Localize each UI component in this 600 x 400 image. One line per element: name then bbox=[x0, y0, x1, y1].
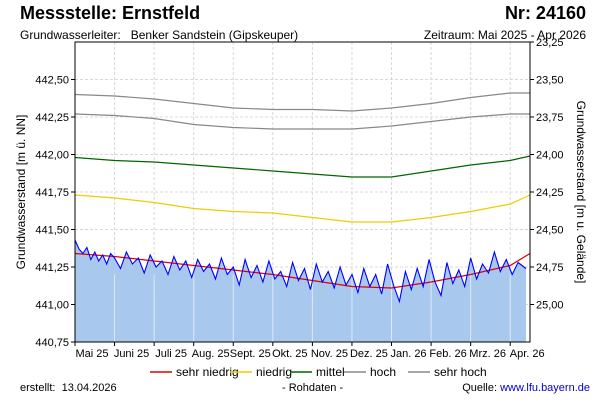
y-right-tick-label: 24,50 bbox=[536, 225, 564, 237]
series-line-niedrig bbox=[74, 194, 531, 223]
created-date: 13.04.2026 bbox=[61, 382, 117, 394]
aquifer-value: Benker Sandstein (Gipskeuper) bbox=[130, 28, 299, 42]
created-label: erstellt: bbox=[20, 382, 56, 394]
x-tick-label: Sept. 25 bbox=[230, 348, 271, 360]
page-title: Messstelle: Ernstfeld bbox=[20, 3, 201, 23]
legend-label: sehr hoch bbox=[434, 365, 487, 379]
x-tick-label: Aug. 25 bbox=[192, 348, 230, 360]
series-line-sehr-hoch bbox=[74, 92, 530, 112]
x-tick-label: Mai 25 bbox=[75, 348, 108, 360]
x-tick-label: Apr. 26 bbox=[510, 348, 545, 360]
period-label: Zeitraum: Mai 2025 - Apr 2026 bbox=[423, 28, 586, 42]
legend-label: mittel bbox=[316, 365, 345, 379]
x-tick-label: Mrz. 26 bbox=[469, 348, 506, 360]
y-tick-label: 441,25 bbox=[35, 262, 69, 274]
source-link[interactable]: www.lfu.bayern.de bbox=[500, 382, 590, 394]
series-line-measured bbox=[74, 239, 527, 304]
y-right-tick-label: 23,75 bbox=[536, 112, 564, 124]
y-tick-label: 442,25 bbox=[35, 112, 69, 124]
y-axis-title-right: Grundwasserstand [m u. Gelände] bbox=[574, 101, 588, 284]
y-axis-title: Grundwasserstand [m ü. NN] bbox=[14, 115, 28, 270]
legend-label: hoch bbox=[370, 365, 396, 379]
y-tick-label: 442,50 bbox=[35, 75, 69, 87]
y-right-tick-label: 25,00 bbox=[536, 300, 564, 312]
source-info: Quelle: www.lfu.bayern.de bbox=[462, 382, 590, 394]
measured-area bbox=[75, 240, 526, 342]
x-tick-label: Okt. 25 bbox=[272, 348, 307, 360]
y-tick-label: 441,75 bbox=[35, 187, 69, 199]
y-tick-label: 440,75 bbox=[35, 337, 69, 349]
y-right-tick-label: 23,50 bbox=[536, 75, 564, 87]
x-tick-label: Dez. 25 bbox=[350, 348, 388, 360]
aquifer-info: Grundwasserleiter: Benker Sandstein (Gip… bbox=[20, 28, 298, 42]
created-info: erstellt: 13.04.2026 bbox=[20, 382, 117, 394]
y-tick-label: 442,00 bbox=[35, 150, 69, 162]
y-tick-label: 441,00 bbox=[35, 300, 69, 312]
series-line-mittel bbox=[74, 155, 531, 178]
y-tick-label: 441,50 bbox=[35, 225, 69, 237]
raw-data-note: - Rohdaten - bbox=[282, 382, 344, 394]
y-right-tick-label: 23,25 bbox=[536, 37, 564, 49]
aquifer-label: Grundwasserleiter: bbox=[20, 28, 121, 42]
x-tick-label: Juli 25 bbox=[155, 348, 187, 360]
station-number: Nr: 24160 bbox=[504, 3, 586, 23]
x-tick-label: Feb. 26 bbox=[429, 348, 466, 360]
legend-label: sehr niedrig bbox=[176, 365, 239, 379]
x-tick-label: Juni 25 bbox=[114, 348, 149, 360]
x-tick-label: Jan. 26 bbox=[390, 348, 426, 360]
y-right-tick-label: 24,75 bbox=[536, 262, 564, 274]
series-line-hoch bbox=[74, 113, 530, 130]
legend-label: niedrig bbox=[256, 365, 292, 379]
y-right-tick-label: 24,25 bbox=[536, 187, 564, 199]
source-label: Quelle: bbox=[462, 382, 498, 394]
x-tick-label: Nov. 25 bbox=[311, 348, 348, 360]
y-right-tick-label: 24,00 bbox=[536, 150, 564, 162]
